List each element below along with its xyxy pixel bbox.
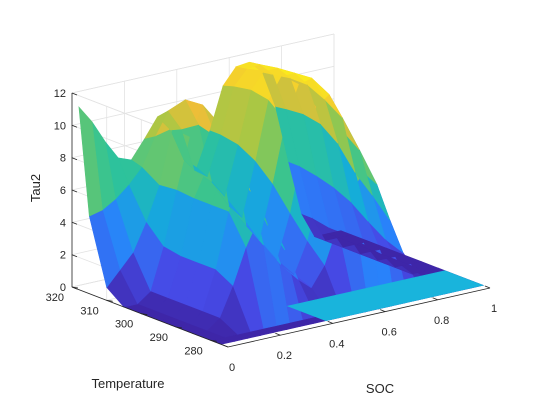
box-edge-0 [71, 33, 335, 94]
x-tick-5 [484, 285, 491, 289]
z-axis-label: Tau2 [28, 174, 43, 202]
z-tick-2 [71, 221, 78, 225]
z-tick-label-6: 12 [54, 88, 66, 100]
z-tick-label-3: 6 [60, 185, 66, 197]
z-tick-label-2: 4 [60, 217, 66, 229]
x-axis-label: SOC [366, 381, 394, 396]
x-tick-4 [432, 297, 438, 301]
x-tick-2 [327, 321, 333, 324]
x-tick-label-0: 0 [229, 362, 235, 374]
x-tick-label-2: 0.4 [329, 338, 344, 350]
z-tick-label-0: 0 [60, 282, 66, 294]
y-tick-label-4: 320 [46, 292, 64, 304]
z-tick-6 [71, 92, 78, 96]
y-tick-1 [175, 326, 183, 329]
y-axis-line [71, 286, 229, 348]
y-tick-label-3: 310 [80, 305, 98, 317]
y-tick-0 [210, 339, 217, 342]
y-tick-label-0: 280 [184, 345, 202, 357]
z-tick-4 [71, 157, 78, 161]
y-tick-label-1: 290 [150, 332, 168, 344]
x-tick-3 [380, 309, 386, 312]
surface-layer [78, 61, 485, 345]
z-tick-0 [71, 286, 78, 290]
y-tick-3 [106, 299, 113, 302]
x-axis-line [227, 287, 491, 348]
y-tick-2 [141, 313, 148, 316]
x-tick-label-5: 1 [491, 303, 497, 315]
y-tick-label-2: 300 [115, 319, 133, 331]
x-tick-label-3: 0.6 [382, 327, 397, 339]
z-tick-label-5: 10 [54, 120, 66, 132]
y-axis-label: Temperature [92, 376, 165, 391]
x-tick-1 [275, 332, 281, 336]
x-tick-label-1: 0.2 [277, 350, 292, 362]
z-tick-5 [71, 124, 78, 128]
z-tick-1 [71, 254, 78, 258]
surface-flat-region [286, 270, 485, 322]
z-tick-label-4: 8 [60, 153, 66, 165]
z-tick-3 [71, 189, 78, 193]
surface-patch-8-0 [78, 106, 103, 217]
z-tick-label-1: 2 [60, 250, 66, 262]
x-tick-label-4: 0.8 [434, 315, 449, 327]
